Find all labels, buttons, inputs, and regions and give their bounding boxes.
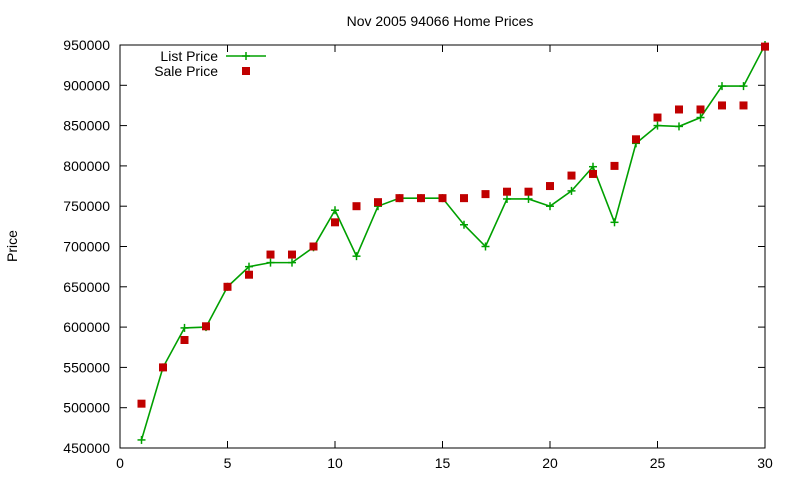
sale-price-point — [739, 101, 748, 110]
y-tick-label: 650000 — [63, 279, 110, 295]
sale-price-point — [331, 218, 339, 227]
sale-price-point — [202, 322, 210, 331]
sale-price-point — [266, 250, 275, 259]
list-price-point — [739, 82, 748, 91]
sale-price-point — [546, 182, 554, 191]
x-tick-label: 25 — [650, 455, 666, 471]
y-tick-label: 950000 — [63, 37, 110, 53]
sale-price-point — [610, 161, 619, 170]
list-price-point — [266, 258, 275, 267]
list-price-point — [288, 258, 296, 267]
x-tick-label: 20 — [542, 455, 558, 471]
list-price-point — [610, 218, 619, 227]
x-tick-label: 30 — [757, 455, 773, 471]
sale-price-point — [524, 187, 533, 196]
list-price-point — [567, 186, 576, 195]
y-tick-label: 450000 — [63, 440, 110, 456]
sale-price-point — [309, 242, 318, 251]
list-price-point — [524, 194, 533, 203]
y-tick-label: 900000 — [63, 77, 110, 93]
sale-price-point — [761, 42, 769, 51]
series-line-list-price — [140, 44, 766, 441]
y-tick-label: 600000 — [63, 319, 110, 335]
list-price-point — [481, 242, 490, 251]
sale-price-point — [503, 187, 511, 196]
y-axis-label: Price — [4, 230, 20, 262]
y-tick-label: 550000 — [63, 359, 110, 375]
sale-price-point — [696, 105, 705, 114]
sale-price-point — [653, 113, 662, 122]
data-series — [137, 41, 769, 444]
x-tick-label: 15 — [435, 455, 451, 471]
sale-price-point — [567, 171, 576, 180]
list-price-point — [589, 162, 597, 171]
list-price-point — [137, 435, 146, 444]
sale-price-point — [245, 270, 253, 279]
axis-ticks — [119, 44, 766, 449]
sale-price-point — [460, 194, 468, 203]
sale-price-point — [159, 363, 167, 372]
sale-price-point — [223, 282, 232, 291]
sale-price-point — [438, 194, 447, 203]
plot-frame — [119, 44, 766, 449]
list-price-point — [352, 252, 361, 261]
sale-price-point — [589, 169, 597, 178]
list-price-point — [245, 262, 253, 271]
list-price-point — [180, 323, 189, 332]
y-tick-label: 800000 — [63, 158, 110, 174]
sale-price-point — [288, 250, 296, 259]
sale-price-point — [395, 194, 404, 203]
legend-swatch-marker — [242, 52, 250, 60]
axis-tick-labels: 0 5 10 15 20 25 30 450000 500000 550000 600000 6500… — [63, 37, 773, 471]
y-tick-label: 700000 — [63, 239, 110, 255]
list-price-point — [331, 206, 339, 215]
sale-price-point — [718, 101, 726, 110]
list-price-point — [460, 220, 468, 229]
y-tick-label: 750000 — [63, 198, 110, 214]
sale-price-point — [137, 399, 146, 408]
y-tick-label: 500000 — [63, 400, 110, 416]
sale-price-point — [675, 105, 683, 114]
list-price-point — [546, 202, 554, 211]
legend-label: List Price — [160, 48, 218, 64]
list-price-point — [696, 113, 705, 122]
y-tick-label: 850000 — [63, 118, 110, 134]
list-price-point — [675, 122, 683, 131]
sale-price-point — [632, 135, 640, 144]
x-tick-label: 10 — [327, 455, 343, 471]
sale-price-point — [180, 335, 189, 344]
list-price-point — [653, 121, 662, 130]
list-price-point — [718, 82, 726, 91]
sale-price-point — [481, 190, 490, 199]
x-tick-label: 0 — [116, 455, 124, 471]
sale-price-point — [374, 198, 382, 207]
legend-label: Sale Price — [154, 63, 218, 79]
chart-title: Nov 2005 94066 Home Prices — [347, 13, 534, 29]
legend-swatch-marker — [242, 67, 250, 75]
x-tick-label: 5 — [224, 455, 232, 471]
sale-price-point — [417, 194, 425, 203]
sale-price-point — [352, 202, 361, 211]
list-price-point — [503, 194, 511, 203]
